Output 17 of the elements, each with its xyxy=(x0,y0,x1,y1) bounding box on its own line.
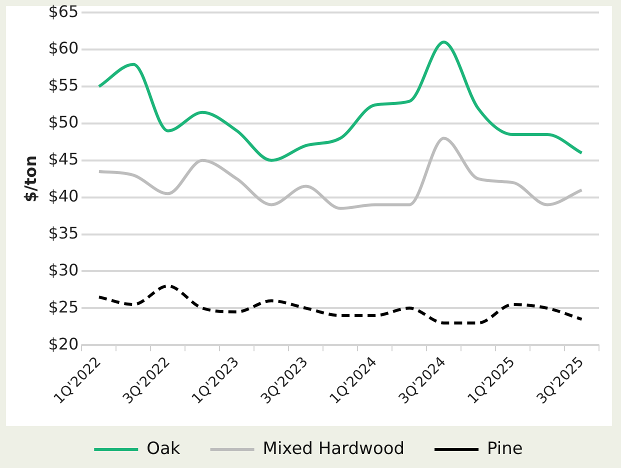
legend-label: Pine xyxy=(487,438,523,459)
y-tick-label: $65 xyxy=(48,2,79,21)
y-tick-label: $25 xyxy=(48,297,79,316)
y-tick-label: $30 xyxy=(48,260,79,280)
y-axis-title: $/ton xyxy=(20,155,40,202)
line-series xyxy=(97,136,584,210)
y-tick-label: $55 xyxy=(48,76,79,95)
legend-label: Oak xyxy=(146,438,180,459)
line-series xyxy=(97,284,584,324)
y-tick-label: $45 xyxy=(48,150,79,169)
line-series xyxy=(97,40,584,162)
y-tick-label: $50 xyxy=(48,112,79,132)
legend-label: Mixed Hardwood xyxy=(262,438,405,459)
y-tick-label: $20 xyxy=(48,334,79,354)
y-tick-label: $35 xyxy=(48,223,79,242)
y-tick-label: $60 xyxy=(48,38,79,58)
y-tick-label: $40 xyxy=(48,186,79,206)
